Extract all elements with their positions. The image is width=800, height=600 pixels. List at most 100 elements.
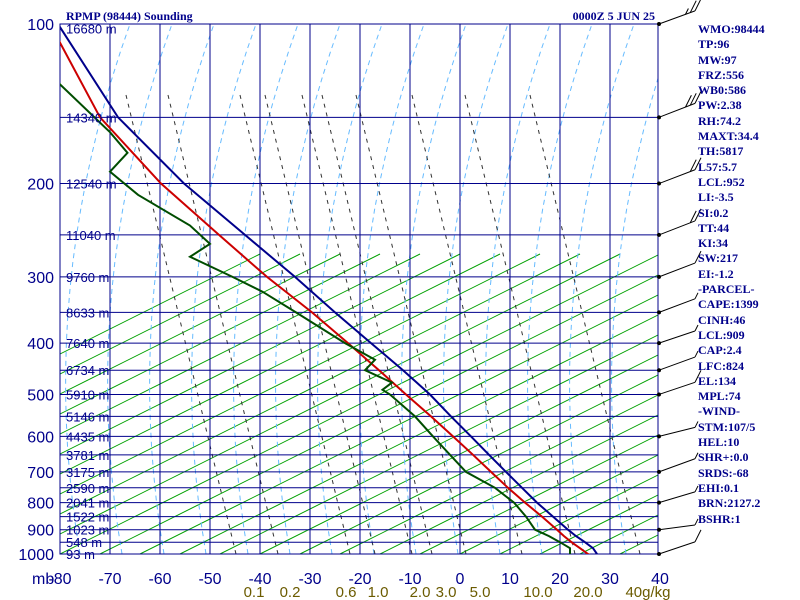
index-row: BSHR:1 [698, 511, 741, 526]
index-row: RH:74.2 [698, 113, 741, 128]
moist-adiabat-line [485, 24, 551, 554]
moist-adiabat-line [233, 24, 299, 554]
mixing-ratio-line [411, 94, 523, 554]
mixing-ratio-label: 0.2 [280, 584, 301, 600]
height-labels: 16680 m 14340 m 12540 m 11040 m 9760 m 8633 m… [66, 22, 117, 562]
pressure-tick-label: 200 [27, 177, 54, 194]
pressure-tick-label: 600 [27, 429, 54, 446]
wind-barb-flag [689, 159, 697, 172]
chart-title: RPMP (98444) Sounding [66, 9, 193, 23]
index-row: CAP:2.4 [698, 343, 742, 358]
wind-barb-half-flag [694, 324, 699, 332]
mixing-ratio-line [239, 94, 351, 554]
mixing-ratio-label: 1.0 [368, 584, 389, 600]
wind-barb-base [657, 310, 661, 315]
dry-adiabat-line [379, 414, 658, 554]
mixing-ratio-line [529, 94, 641, 554]
index-row: EL:134 [698, 373, 737, 388]
index-row: LCL:952 [698, 174, 745, 189]
pressure-temperature-grid [59, 23, 659, 555]
dry-adiabat-line [60, 253, 341, 395]
height-label: 14340 m [66, 110, 117, 125]
index-row: FRZ:556 [698, 67, 744, 82]
wind-barb-base [657, 527, 661, 532]
height-label: 8633 m [66, 305, 109, 320]
temperature-tick-label: -10 [398, 571, 421, 588]
wind-barb-staff [658, 491, 696, 504]
moist-adiabat-line [443, 24, 509, 554]
height-label: 12540 m [66, 177, 117, 192]
index-row: SW:217 [698, 251, 739, 266]
height-label: 11040 m [66, 228, 116, 243]
moist-adiabats [65, 24, 658, 554]
index-row: SHR+:0.0 [698, 450, 749, 465]
wind-barb-staff [658, 262, 696, 278]
index-row: L57:5.7 [698, 159, 737, 174]
index-row: HEL:10 [698, 435, 740, 450]
wind-barb-flag [694, 370, 702, 383]
wind-barb-flag [694, 157, 702, 170]
index-row: SI:0.2 [698, 205, 729, 220]
dry-adiabat-line [60, 253, 421, 435]
sounding-trace [60, 25, 599, 554]
pressure-tick-label: 100 [27, 17, 54, 34]
wind-barb-flag [694, 250, 702, 264]
mixing-ratio-label: 3.0 [436, 584, 457, 600]
index-row: MPL:74 [698, 389, 741, 404]
wind-barb-base [657, 552, 661, 556]
height-label: 1522 m [66, 510, 109, 525]
mixing-ratio-label: 0.1 [244, 584, 265, 600]
wind-barb-staff [658, 381, 696, 395]
moist-adiabat-line [107, 24, 173, 554]
index-row: EI:-1.2 [698, 266, 734, 281]
wind-barb-staff [658, 220, 696, 236]
dry-adiabat-line [60, 253, 301, 375]
height-label: 3175 m [66, 465, 109, 480]
temperature-tick-label: 20 [551, 571, 569, 588]
height-label: 6734 m [66, 363, 109, 378]
wind-barb-base [657, 368, 661, 373]
plot-frame [59, 23, 659, 555]
dry-adiabat-line [219, 334, 658, 554]
wind-barb-flag [694, 91, 702, 104]
index-row: BRN:2127.2 [698, 496, 761, 511]
pressure-tick-label: 700 [27, 465, 54, 482]
wind-barb-base [657, 341, 661, 346]
wind-barb-staff [658, 10, 696, 25]
temperature-tick-label: -20 [348, 571, 371, 588]
mixing-ratio-lines [125, 94, 641, 554]
dry-adiabat-line [539, 494, 658, 554]
moist-adiabat-line [65, 24, 131, 554]
wind-barb-flag [689, 0, 697, 13]
height-label: 16680 m [66, 22, 117, 37]
wind-barb-flag [694, 208, 702, 222]
index-row: SRDS:-68 [698, 465, 749, 480]
moist-adiabat-line [191, 24, 257, 554]
sounding-traces [60, 25, 599, 554]
sounding-trace [60, 40, 591, 554]
dry-adiabat-line [419, 434, 658, 554]
height-label: 548 m [66, 535, 102, 550]
index-row: TP:96 [698, 37, 730, 52]
index-row: TT:44 [698, 220, 730, 235]
wind-barb-half-flag [694, 452, 699, 459]
pressure-tick-label: 500 [27, 387, 54, 404]
wind-barb-half-flag [694, 518, 699, 526]
wind-barb-staff [658, 541, 696, 555]
mixing-ratio-line [167, 94, 279, 554]
moist-adiabat-line [317, 24, 383, 554]
index-row: CINH:46 [698, 312, 746, 327]
pressure-tick-label: 900 [27, 523, 54, 540]
temperature-tick-label: -60 [148, 571, 171, 588]
height-label: 5146 m [66, 409, 109, 424]
wind-barb-half-flag [694, 485, 699, 493]
index-row: MAXT:34.4 [698, 129, 759, 144]
dry-adiabat-line [60, 253, 581, 515]
moist-adiabat-line [359, 24, 425, 554]
wind-barb-flag [694, 529, 702, 543]
pressure-tick-label: 1000 [18, 547, 54, 564]
mixing-ratio-labels: 0.1 0.2 0.6 1.0 2.0 3.0 5.0 10.0 20.0 40g/kg [244, 584, 671, 600]
height-label: 9760 m [66, 270, 109, 285]
index-row: WB0:586 [698, 83, 746, 98]
